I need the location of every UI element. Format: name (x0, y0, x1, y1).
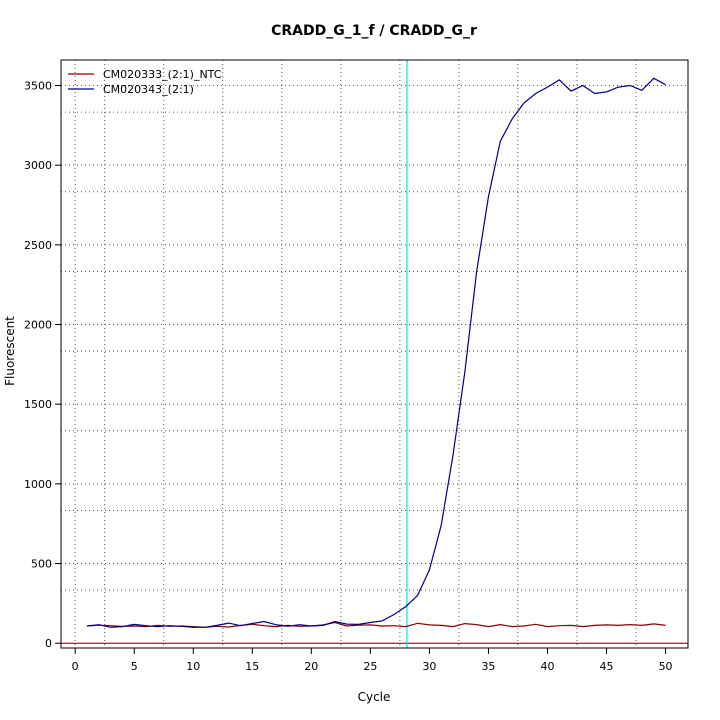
x-axis: 0 5 10 15 20 25 30 35 40 45 50 (72, 648, 673, 673)
x-tick-label: 45 (600, 660, 614, 673)
y-axis-label: Fluorescent (3, 316, 17, 386)
x-tick-label: 5 (131, 660, 138, 673)
y-tick-label: 2000 (24, 319, 52, 332)
y-tick-label: 3000 (24, 159, 52, 172)
y-tick-label: 0 (45, 637, 52, 650)
legend: CM020333_(2:1)_NTC CM020343_(2:1) (68, 68, 222, 96)
y-tick-label: 2500 (24, 239, 52, 252)
series-line-2 (86, 77, 666, 628)
series-layer (61, 60, 688, 648)
legend-label: CM020333_(2:1)_NTC (103, 68, 222, 81)
x-tick-label: 50 (659, 660, 673, 673)
y-tick-label: 500 (31, 558, 52, 571)
y-axis: 0 500 1000 1500 2000 2500 3000 3500 (24, 79, 61, 650)
x-tick-label: 35 (481, 660, 495, 673)
y-tick-label: 1000 (24, 478, 52, 491)
x-tick-label: 40 (540, 660, 554, 673)
grid (61, 60, 688, 648)
chart-title: CRADD_G_1_f / CRADD_G_r (271, 23, 477, 39)
x-axis-label: Cycle (358, 690, 391, 704)
y-tick-label: 1500 (24, 398, 52, 411)
x-tick-label: 30 (422, 660, 436, 673)
x-tick-label: 20 (304, 660, 318, 673)
y-tick-label: 3500 (24, 79, 52, 92)
plot-frame (60, 59, 689, 649)
x-tick-label: 25 (363, 660, 377, 673)
x-tick-label: 10 (186, 660, 200, 673)
series-line-1 (86, 621, 666, 628)
legend-label: CM020343_(2:1) (103, 83, 194, 96)
x-tick-label: 15 (245, 660, 259, 673)
x-tick-label: 0 (72, 660, 79, 673)
